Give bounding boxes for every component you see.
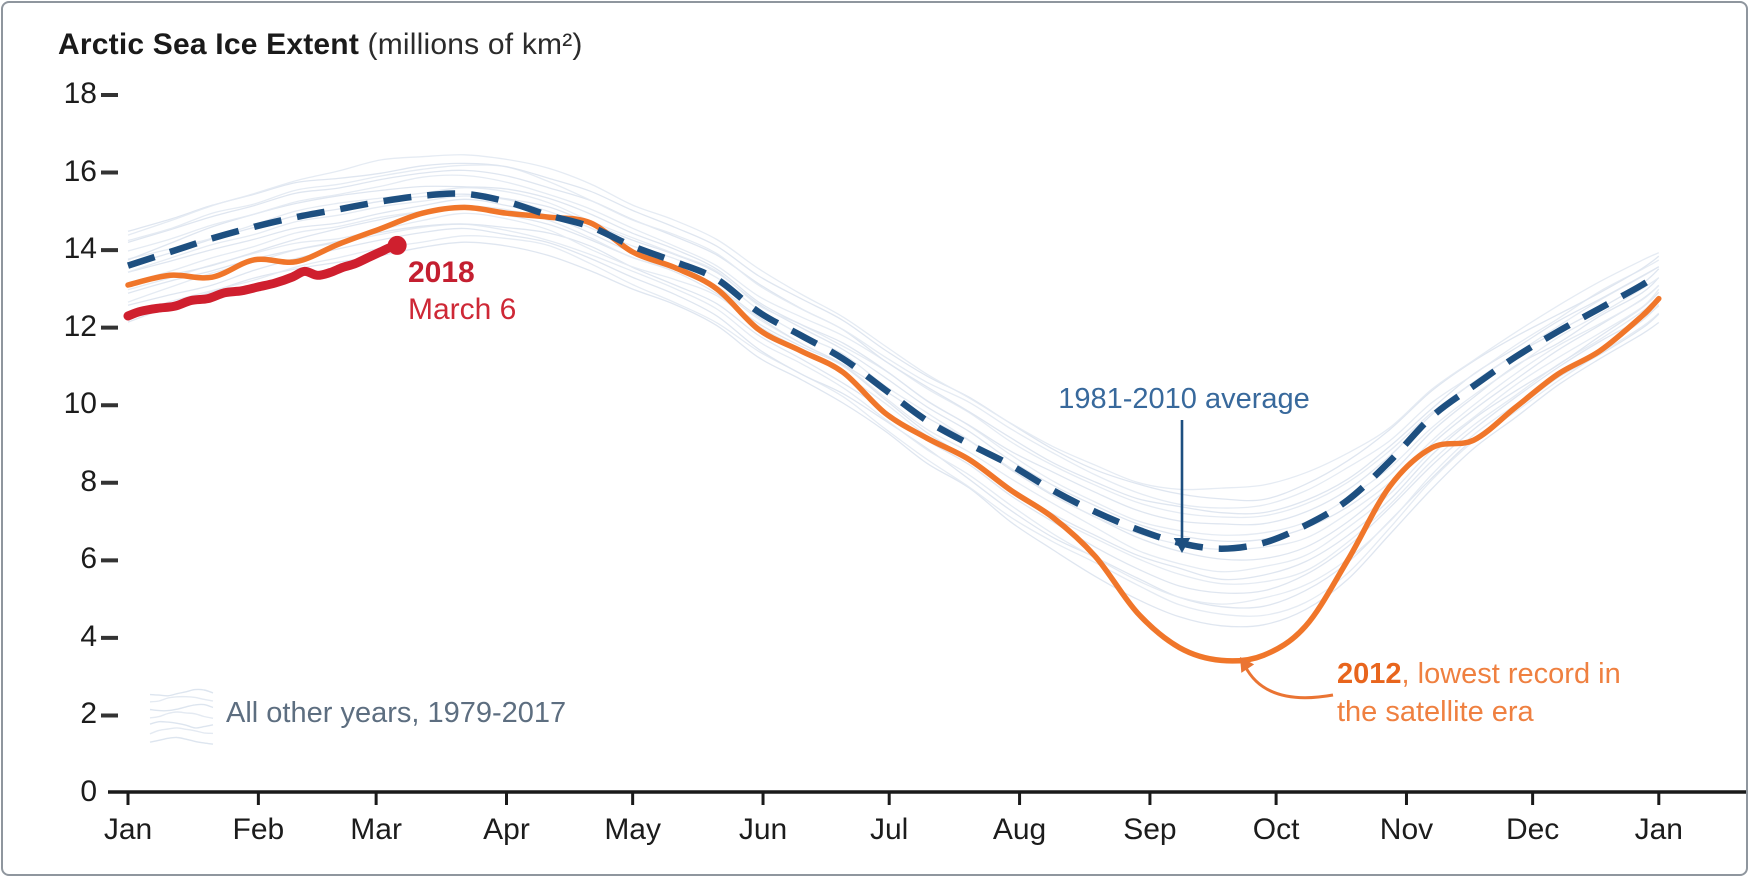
legend-swatch-line <box>149 695 214 703</box>
other-years-line <box>127 154 1660 491</box>
legend-swatch-line <box>149 703 214 712</box>
legend-swatch-line <box>149 727 214 735</box>
line-1981-2010-average <box>126 190 1661 552</box>
legend-swatch-line <box>149 736 214 745</box>
other-years-line <box>127 223 1660 605</box>
other-years-line <box>127 164 1660 509</box>
other-years-line <box>127 207 1660 581</box>
other-years-line <box>127 223 1660 595</box>
other-years-line <box>127 212 1660 585</box>
line-2018 <box>123 240 402 321</box>
line-2012 <box>125 204 1662 664</box>
other-years-line <box>127 185 1660 526</box>
record-2012-arrow-line <box>1243 665 1334 700</box>
other-years-line <box>127 193 1660 543</box>
legend-swatch-line <box>149 711 214 719</box>
other-years-line <box>127 195 1660 551</box>
other-years-line <box>127 205 1660 573</box>
other-years-line <box>127 162 1660 502</box>
other-years-line <box>127 169 1660 515</box>
legend-swatch-line <box>149 688 214 697</box>
other-years-line <box>127 174 1660 519</box>
average-arrow-head <box>1173 538 1191 553</box>
legend-swatch-line <box>149 720 214 729</box>
record-2012-arrow-head <box>1240 657 1255 673</box>
line-2018-end-dot <box>387 235 407 255</box>
